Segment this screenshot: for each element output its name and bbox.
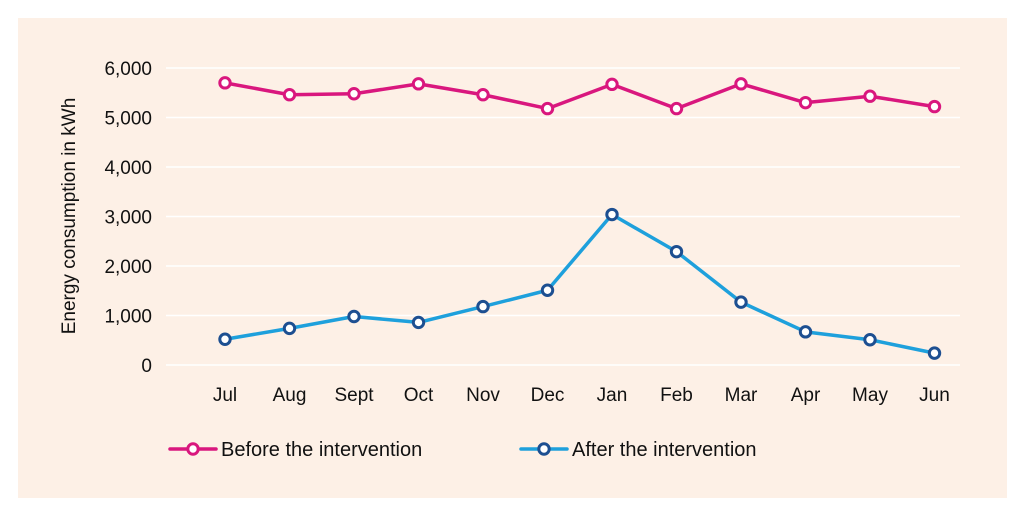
series-line — [223, 212, 937, 355]
x-tick-label: Apr — [791, 385, 821, 406]
y-axis-ticks: 0 1,000 2,000 3,000 4,000 5,000 6,000 — [104, 59, 152, 377]
data-point — [282, 88, 297, 102]
data-point — [605, 207, 619, 222]
grid-lines — [166, 67, 960, 366]
legend-item: After the intervention — [519, 439, 757, 461]
x-tick-label: Sept — [334, 385, 374, 406]
x-tick-label: Dec — [531, 385, 565, 406]
data-point — [798, 95, 813, 110]
data-point — [734, 77, 748, 91]
data-point — [734, 295, 748, 309]
data-point — [540, 101, 555, 116]
data-point — [218, 76, 232, 90]
x-tick-label: Oct — [404, 385, 434, 406]
legend: Before the intervention After the interve… — [168, 439, 757, 461]
data-point — [347, 87, 361, 101]
y-axis-label: Energy consumption in kWh — [59, 98, 80, 335]
x-tick-label: Mar — [725, 385, 758, 406]
series-layer — [218, 76, 942, 360]
x-tick-label: Feb — [660, 385, 693, 406]
x-tick-label: Jan — [597, 385, 628, 406]
series-after — [218, 207, 942, 360]
data-point — [476, 88, 490, 102]
data-point — [927, 99, 942, 114]
data-point — [669, 101, 684, 116]
data-point — [476, 299, 490, 314]
data-point — [863, 89, 877, 103]
legend-swatch-marker — [537, 442, 551, 456]
legend-label: After the intervention — [572, 439, 757, 461]
x-tick-label: Jul — [213, 385, 237, 406]
x-tick-label: Nov — [466, 385, 500, 406]
legend-item: Before the intervention — [168, 439, 422, 461]
data-point — [669, 244, 684, 259]
legend-swatch-marker — [186, 442, 200, 456]
y-tick-label: 2,000 — [104, 257, 152, 278]
data-point — [411, 315, 426, 330]
data-point — [540, 283, 555, 297]
legend-label: Before the intervention — [221, 439, 422, 461]
data-point — [282, 321, 297, 336]
chart-panel: 0 1,000 2,000 3,000 4,000 5,000 6,000 Jul Aug Se… — [18, 18, 1007, 498]
y-tick-label: 1,000 — [104, 307, 152, 328]
y-tick-label: 4,000 — [104, 158, 152, 179]
data-point — [218, 332, 232, 346]
data-point — [863, 333, 877, 347]
data-point — [798, 325, 813, 339]
x-tick-label: May — [852, 385, 888, 406]
x-axis-ticks: Jul Aug Sept Oct Nov Dec Jan Feb Mar Apr May Jun — [213, 385, 950, 406]
y-tick-label: 6,000 — [104, 59, 152, 80]
energy-line-chart: 0 1,000 2,000 3,000 4,000 5,000 6,000 Jul Aug Se… — [59, 59, 960, 461]
data-point — [347, 309, 361, 324]
y-tick-label: 0 — [141, 356, 152, 377]
y-tick-label: 3,000 — [104, 208, 152, 229]
y-tick-label: 5,000 — [104, 109, 152, 130]
data-point — [927, 346, 942, 360]
series-before — [218, 76, 942, 116]
data-point — [411, 77, 426, 91]
x-tick-label: Jun — [919, 385, 950, 406]
x-tick-label: Aug — [273, 385, 307, 406]
series-line — [223, 81, 937, 111]
data-point — [605, 77, 619, 92]
